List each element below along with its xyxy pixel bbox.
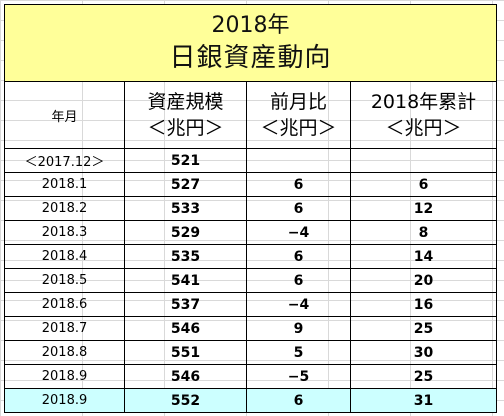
cell-assets[interactable]: 521 <box>124 148 247 173</box>
cell-mom[interactable]: −5 <box>246 364 351 389</box>
header-ytd-unit: ＜兆円＞ <box>385 117 462 139</box>
cell-mom[interactable]: 9 <box>246 316 351 341</box>
cell-mom[interactable]: 6 <box>246 388 351 413</box>
header-month[interactable]: 年月 <box>4 81 125 149</box>
table-row: 2018.9 546 −5 25 <box>4 364 498 389</box>
cell-mom[interactable]: 6 <box>246 244 351 269</box>
header-assets[interactable]: 資産規模 ＜兆円＞ <box>124 81 247 149</box>
cell-month[interactable]: 2018.8 <box>4 340 125 365</box>
header-mom-label: 前月比 <box>269 91 327 113</box>
cell-mom[interactable]: 5 <box>246 340 351 365</box>
header-mom-unit: ＜兆円＞ <box>260 117 337 139</box>
table-row: 2018.2 533 6 12 <box>4 196 498 221</box>
table-row: 2018.8 551 5 30 <box>4 340 498 365</box>
cell-assets[interactable]: 546 <box>124 316 247 341</box>
table-row: ＜2017.12＞ 521 <box>4 148 498 173</box>
cell-ytd[interactable]: 30 <box>349 340 498 365</box>
table-row: 2018.5 541 6 20 <box>4 268 498 293</box>
table-row: 2018.6 537 −4 16 <box>4 292 498 317</box>
cell-assets[interactable]: 537 <box>124 292 247 317</box>
cell-ytd[interactable]: 25 <box>349 316 498 341</box>
title-year: 2018年 <box>211 13 290 38</box>
cell-month[interactable]: 2018.7 <box>4 316 125 341</box>
cell-month[interactable]: 2018.3 <box>4 220 125 245</box>
cell-month[interactable]: 2018.1 <box>4 172 125 197</box>
header-assets-label: 資産規模 <box>147 91 224 113</box>
cell-assets[interactable]: 551 <box>124 340 247 365</box>
cell-month[interactable]: 2018.6 <box>4 292 125 317</box>
cell-assets[interactable]: 527 <box>124 172 247 197</box>
cell-assets[interactable]: 552 <box>124 388 247 413</box>
cell-assets[interactable]: 541 <box>124 268 247 293</box>
cell-month[interactable]: 2018.4 <box>4 244 125 269</box>
cell-month[interactable]: ＜2017.12＞ <box>4 148 125 173</box>
cell-mom[interactable]: −4 <box>246 220 351 245</box>
cell-ytd[interactable] <box>349 148 498 173</box>
cell-ytd[interactable]: 20 <box>349 268 498 293</box>
table-row: 2018.4 535 6 14 <box>4 244 498 269</box>
cell-mom[interactable] <box>246 148 351 173</box>
boj-asset-table: 2018年 日銀資産動向 年月 資産規模 ＜兆円＞ 前月比 ＜兆円＞ 2018年… <box>3 4 498 413</box>
title-subject: 日銀資産動向 <box>169 43 332 73</box>
cell-ytd[interactable]: 16 <box>349 292 498 317</box>
table-row: 2018.1 527 6 6 <box>4 172 498 197</box>
cell-ytd[interactable]: 31 <box>349 388 498 413</box>
header-assets-unit: ＜兆円＞ <box>147 117 224 139</box>
cell-mom[interactable]: 6 <box>246 196 351 221</box>
cell-ytd[interactable]: 25 <box>349 364 498 389</box>
table-row: 2018.7 546 9 25 <box>4 316 498 341</box>
cell-month[interactable]: 2018.2 <box>4 196 125 221</box>
header-mom[interactable]: 前月比 ＜兆円＞ <box>246 81 351 149</box>
header-ytd[interactable]: 2018年累計 ＜兆円＞ <box>349 81 498 149</box>
cell-month[interactable]: 2018.9 <box>4 388 125 413</box>
table-row-highlighted: 2018.9 552 6 31 <box>4 388 498 413</box>
cell-mom[interactable]: 6 <box>246 172 351 197</box>
cell-assets[interactable]: 546 <box>124 364 247 389</box>
cell-month[interactable]: 2018.9 <box>4 364 125 389</box>
cell-ytd[interactable]: 12 <box>349 196 498 221</box>
cell-assets[interactable]: 533 <box>124 196 247 221</box>
cell-month[interactable]: 2018.5 <box>4 268 125 293</box>
cell-assets[interactable]: 529 <box>124 220 247 245</box>
cell-ytd[interactable]: 8 <box>349 220 498 245</box>
cell-ytd[interactable]: 14 <box>349 244 498 269</box>
cell-assets[interactable]: 535 <box>124 244 247 269</box>
header-ytd-label: 2018年累計 <box>370 91 477 113</box>
cell-mom[interactable]: −4 <box>246 292 351 317</box>
table-title[interactable]: 2018年 日銀資産動向 <box>3 4 498 82</box>
cell-mom[interactable]: 6 <box>246 268 351 293</box>
table-row: 2018.3 529 −4 8 <box>4 220 498 245</box>
cell-ytd[interactable]: 6 <box>349 172 498 197</box>
